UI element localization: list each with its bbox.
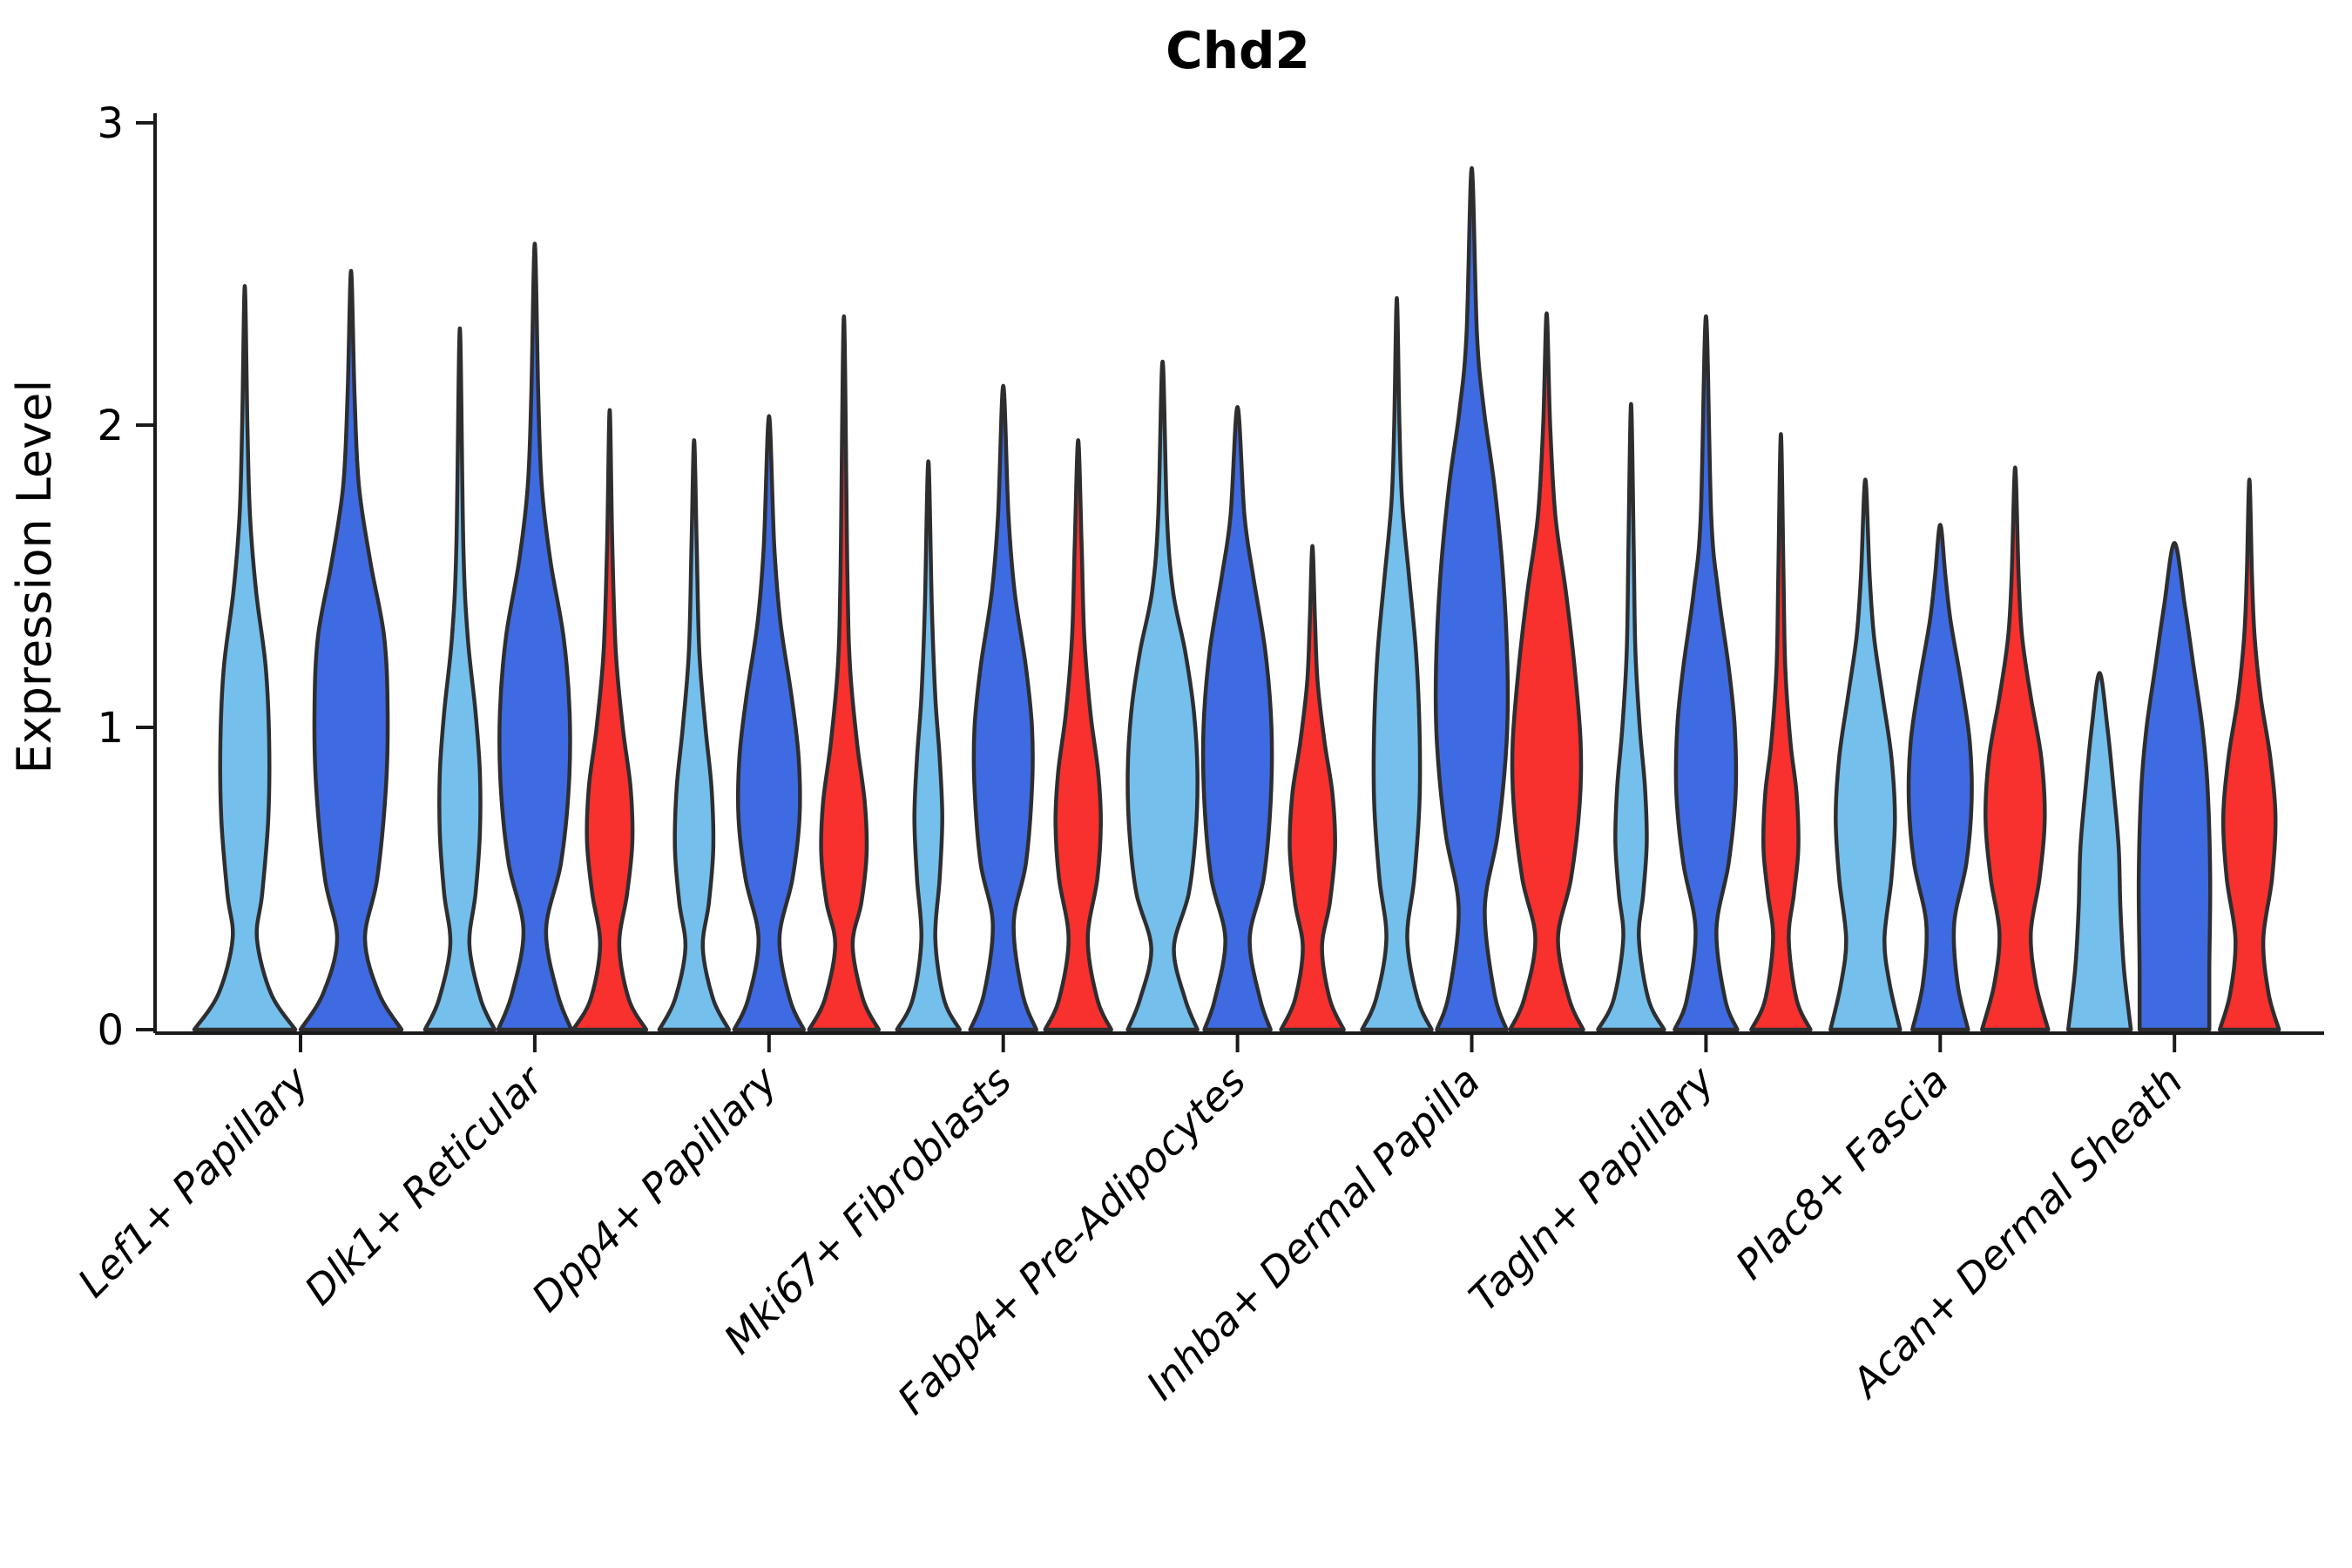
- violin-lef1+-blue: [298, 268, 404, 1032]
- violin-layer: [192, 166, 2281, 1032]
- violin-fabp4+-light_blue: [1125, 359, 1200, 1032]
- violin-dpp4+-light_blue: [657, 438, 732, 1032]
- x-tick-label-lef1: Lef1+ Papillary: [69, 1057, 318, 1306]
- violin-tagln+-blue: [1673, 314, 1740, 1032]
- x-tick-label-plac8: Plac8+ Fascia: [1727, 1058, 1957, 1288]
- violin-dlk1+-red: [571, 408, 649, 1032]
- violin-fabp4+-blue: [1200, 404, 1274, 1032]
- y-tick-label: 0: [97, 1006, 124, 1055]
- chart-title: Chd2: [1166, 21, 1310, 80]
- violin-mki67+-light_blue: [895, 459, 962, 1032]
- violin-inhba+-red: [1508, 311, 1585, 1032]
- y-tick-label: 2: [97, 402, 124, 450]
- y-axis-label: Expression Level: [7, 380, 62, 774]
- violin-dpp4+-blue: [732, 414, 807, 1032]
- x-tick-label-tagln: Tagln+ Papillary: [1460, 1057, 1724, 1321]
- violin-lef1+-light_blue: [192, 284, 298, 1032]
- violin-acan+-blue: [2136, 541, 2213, 1032]
- violin-acan+-light_blue: [2065, 671, 2133, 1032]
- y-tick-label: 3: [97, 99, 124, 148]
- violin-fabp4+-red: [1279, 544, 1346, 1032]
- violin-mki67+-red: [1043, 438, 1113, 1032]
- violin-inhba+-blue: [1433, 166, 1511, 1032]
- y-tick-label: 1: [97, 704, 124, 753]
- violin-dpp4+-red: [807, 314, 882, 1032]
- violin-dlk1+-light_blue: [422, 326, 497, 1032]
- violin-plac8+-light_blue: [1828, 477, 1903, 1032]
- x-tick-label-dlk1: Dlk1+ Reticular: [295, 1055, 554, 1314]
- violin-mki67+-blue: [968, 383, 1038, 1032]
- violin-plac8+-red: [1980, 465, 2051, 1032]
- violin-inhba+-light_blue: [1360, 296, 1434, 1032]
- x-tick-label-dpp4: Dpp4+ Papillary: [523, 1057, 787, 1321]
- violin-plac8+-blue: [1906, 523, 1974, 1032]
- violin-acan+-red: [2217, 477, 2281, 1032]
- violin-tagln+-light_blue: [1596, 402, 1666, 1032]
- violin-dlk1+-blue: [496, 241, 574, 1032]
- violin-tagln+-red: [1749, 432, 1813, 1032]
